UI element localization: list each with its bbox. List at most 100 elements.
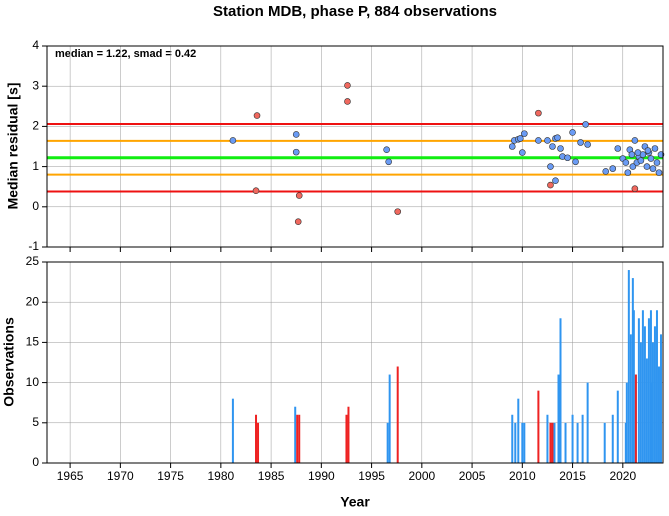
x-tick-label: 2015 [559,469,586,483]
bar [624,422,627,463]
point [647,155,655,162]
plot-frame [46,45,664,248]
point [631,137,639,144]
point [385,158,392,166]
y-tick-label: 3 [32,78,39,92]
point [582,121,589,128]
point [569,129,576,136]
x-tick-label: 1965 [57,469,84,483]
y-axis-label: Observations [1,317,17,407]
bar [581,414,584,463]
x-tick-label: 1975 [157,469,184,483]
bar [511,414,514,463]
x-tick-label: 1985 [258,469,285,483]
point [653,159,661,166]
bar [655,310,658,463]
y-tick-label: 15 [26,335,40,349]
bar [641,310,644,463]
bar [557,374,560,463]
point [644,147,652,154]
bar [549,422,552,463]
point [634,149,642,156]
bar [564,422,567,463]
point [508,143,516,150]
point [252,187,260,195]
point [572,158,579,166]
point [292,131,300,138]
y-tick-label: 2 [32,119,39,133]
bar [639,342,642,463]
x-tick-label: 1995 [358,469,385,483]
bar [553,422,556,463]
point [657,151,665,158]
bar [257,422,260,463]
bar [645,358,648,463]
bar [559,318,562,463]
bar [576,422,579,463]
point [552,177,559,184]
bar [571,414,574,463]
point [624,169,632,176]
bar [523,422,526,463]
point [651,145,659,152]
bar [611,414,614,463]
x-tick-label: 1990 [308,469,335,483]
bar [386,422,389,463]
plot-frame [46,261,664,464]
bar [347,406,350,463]
bar [631,278,634,463]
point [602,168,610,175]
point [344,98,351,105]
bar [651,342,654,463]
point [629,163,637,170]
point [609,165,617,172]
y-tick-label: 10 [26,375,40,389]
x-tick-label: 2020 [609,469,636,483]
y-tick-label: 0 [32,199,39,213]
point [517,135,524,142]
bar [345,414,348,463]
point [519,149,526,156]
bar [634,374,637,463]
y-tick-label: 25 [26,254,40,268]
chart-title: Station MDB, phase P, 884 observations [213,3,497,20]
point [544,137,551,144]
bar [643,326,646,463]
bar [514,422,517,463]
point [614,145,622,152]
y-axis-label: Median residual [s] [5,83,21,210]
point [554,134,561,141]
bar [298,414,301,463]
bar [603,422,606,463]
point [577,139,584,146]
point [229,137,237,144]
x-axis-label: Year [340,494,370,510]
point [549,143,556,150]
point [535,137,542,144]
bar [586,382,589,463]
y-tick-label: 0 [32,455,39,469]
bar [517,398,520,463]
bar [632,310,635,463]
bar [637,318,640,463]
bar [649,310,652,463]
bar [296,414,299,463]
bar [396,366,399,463]
point [564,154,571,162]
bar [255,414,258,463]
bar [625,382,628,463]
x-tick-label: 1970 [107,469,134,483]
annotation: median = 1.22, smad = 0.42 [55,48,196,60]
point [292,148,300,156]
point [628,151,636,158]
y-tick-label: -1 [28,239,39,253]
y-tick-label: 1 [32,159,39,173]
bar [629,334,632,463]
point [643,163,651,170]
y-tick-label: 5 [32,415,39,429]
point [383,146,390,154]
bar [537,390,540,463]
point [637,157,645,164]
point [547,163,554,170]
